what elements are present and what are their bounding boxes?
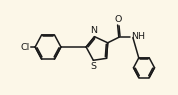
Text: N: N xyxy=(90,26,97,35)
Text: NH: NH xyxy=(131,32,145,42)
Text: S: S xyxy=(90,62,96,71)
Text: Cl: Cl xyxy=(21,42,30,51)
Text: O: O xyxy=(114,15,122,24)
